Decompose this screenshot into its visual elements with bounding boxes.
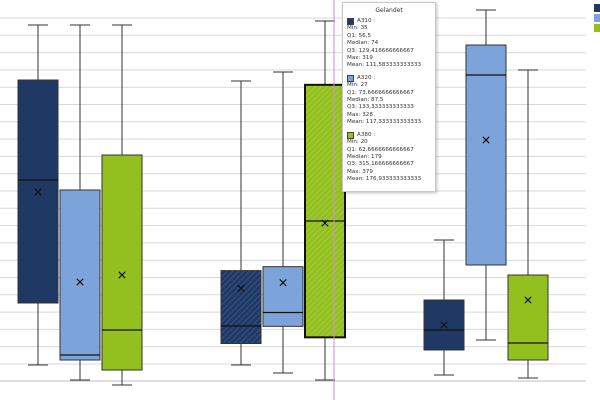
box-a310 [220,80,262,366]
mean-marker [76,278,84,286]
box-a320 [465,9,507,341]
tooltip-q1: Q1: 56,5 [347,32,372,39]
mean-marker [237,284,245,293]
tooltip-swatch [347,131,354,139]
mean-marker [482,136,490,144]
tooltip-entry: A310 : Min: 35 Q1: 56,5 Median: 74 Q3: 129,4… [347,18,431,70]
box-a320 [262,71,304,374]
tooltip-title: Gelandet [375,7,403,14]
tooltip-median: Median: 74 [347,40,379,47]
box-rect [101,154,143,371]
mean-marker [440,321,448,329]
tooltip-entry-header: A380 : [347,132,431,139]
tooltip-entry: A380 : Min: 20 Q1: 62,6666666666667 Median:… [347,132,431,184]
tooltip-max: Max: 319 [347,55,373,62]
tooltip-series-name: A320 : [357,74,376,81]
box-a320 [59,24,101,381]
tooltip-entry-header: A320 : [347,74,431,83]
tooltip-max: Max: 379 [347,168,373,175]
tooltip: Gelandet A310 : Min: 35 Q1: 56,5 Median: 74… [342,2,436,192]
tooltip-mean: Mean: 176,933333333333 [347,176,422,183]
box-a380 [507,69,549,379]
tooltip-mean: Mean: 117,333333333333 [347,119,422,126]
box-series [17,9,549,386]
tooltip-swatch [347,18,354,26]
tooltip-q3: Q3: 315,166666666667 [347,161,414,168]
box-rect [59,189,101,361]
tooltip-q1: Q1: 62,6666666666667 [347,146,414,153]
tooltip-mean: Mean: 111,583333333333 [347,62,422,69]
mean-marker [118,271,126,279]
legend [594,4,600,34]
tooltip-series-name: A380 : [357,131,376,138]
legend-swatch-a310 [594,4,600,12]
box-rect [304,83,346,339]
tooltip-entry-header: A310 : [347,18,431,26]
tooltip-q3: Q3: 133,333333333333 [347,104,414,111]
tooltip-median: Median: 179 [347,153,382,160]
box-rect [507,274,549,361]
tooltip-max: Max: 328 [347,111,373,118]
tooltip-min: Min: 27 [347,82,368,89]
mean-marker [279,279,287,287]
tooltip-median: Median: 87,5 [347,97,384,104]
box-rect [262,266,304,327]
box-a310 [423,239,465,376]
box-a380 [304,20,346,381]
mean-marker [34,188,42,196]
box-rect [465,44,507,266]
box-a380 [101,24,143,386]
tooltip-q1: Q1: 73,6666666666667 [347,89,414,96]
tooltip-min: Min: 20 [347,139,368,146]
legend-swatch-a380 [594,24,600,32]
tooltip-min: Min: 35 [347,25,368,32]
legend-swatch-a320 [594,14,600,22]
tooltip-swatch [347,75,354,83]
tooltip-q3: Q3: 129,416666666667 [347,47,414,54]
mean-marker [524,296,532,304]
tooltip-series-name: A310 : [357,18,376,24]
tooltip-entry: A320 : Min: 27 Q1: 73,6666666666667 Median:… [347,75,431,127]
mean-marker [321,219,329,227]
box-a310 [17,24,59,366]
box-rect [220,270,262,345]
